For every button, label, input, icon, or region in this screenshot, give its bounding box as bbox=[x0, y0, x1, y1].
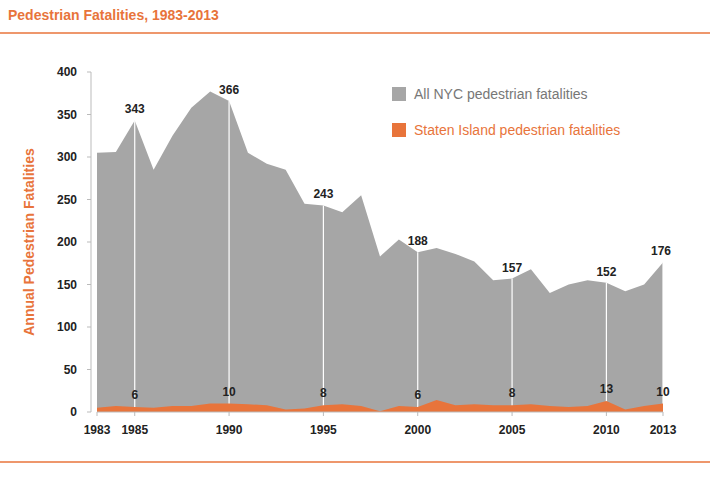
x-tick bbox=[417, 412, 418, 416]
x-tick-label: 1985 bbox=[121, 423, 148, 437]
data-label: 8 bbox=[320, 386, 327, 400]
y-tick-label: 350 bbox=[57, 108, 77, 122]
x-tick-label: 1995 bbox=[310, 423, 337, 437]
data-label: 366 bbox=[219, 83, 239, 97]
area bbox=[97, 400, 663, 412]
guide-line bbox=[134, 120, 135, 412]
x-tick bbox=[229, 412, 230, 416]
data-label: 6 bbox=[414, 388, 421, 402]
data-label: 13 bbox=[600, 382, 614, 396]
x-tick bbox=[663, 412, 664, 416]
x-tick-label: 2005 bbox=[499, 423, 526, 437]
y-tick bbox=[87, 284, 91, 285]
data-label: 188 bbox=[408, 234, 428, 248]
data-label: 6 bbox=[131, 388, 138, 402]
title: Pedestrian Fatalities, 1983-2013 bbox=[8, 7, 219, 23]
y-tick-label: 150 bbox=[57, 278, 77, 292]
x-tick-label: 2010 bbox=[593, 423, 620, 437]
data-label: 243 bbox=[313, 187, 333, 201]
y-tick-label: 300 bbox=[57, 150, 77, 164]
data-label: 152 bbox=[596, 265, 616, 279]
data-label: 343 bbox=[125, 102, 145, 116]
x-tick bbox=[323, 412, 324, 416]
y-tick bbox=[87, 114, 91, 115]
x-tick-label: 1990 bbox=[216, 423, 243, 437]
x-tick bbox=[606, 412, 607, 416]
y-tick-label: 50 bbox=[64, 363, 78, 377]
plot-area bbox=[97, 92, 663, 412]
x-axis bbox=[97, 412, 663, 413]
bottom-rule bbox=[0, 461, 710, 463]
legend-swatch bbox=[392, 87, 406, 101]
guide-line bbox=[323, 205, 324, 412]
y-tick bbox=[87, 242, 91, 243]
y-tick bbox=[87, 327, 91, 328]
y-axis-label: Annual Pedestrian Fatalities bbox=[21, 148, 37, 336]
x-tick bbox=[97, 412, 98, 416]
y-tick-label: 0 bbox=[70, 405, 77, 419]
data-label: 8 bbox=[509, 386, 516, 400]
chart: Pedestrian Fatalities, 1983-2013 Annual P… bbox=[0, 0, 710, 480]
y-tick-label: 400 bbox=[57, 65, 77, 79]
x-tick-label: 2013 bbox=[650, 423, 677, 437]
data-label: 10 bbox=[656, 385, 670, 399]
title-rule bbox=[0, 32, 710, 34]
x-tick-label: 2000 bbox=[404, 423, 431, 437]
area bbox=[97, 92, 663, 412]
x-tick bbox=[134, 412, 135, 416]
data-label: 176 bbox=[651, 244, 671, 258]
y-tick bbox=[87, 369, 91, 370]
x-tick-label: 1983 bbox=[84, 423, 111, 437]
data-label: 157 bbox=[502, 261, 522, 275]
y-tick bbox=[87, 199, 91, 200]
legend-label: All NYC pedestrian fatalities bbox=[414, 86, 588, 102]
y-tick-label: 100 bbox=[57, 320, 77, 334]
y-tick bbox=[87, 157, 91, 158]
data-label: 10 bbox=[222, 385, 236, 399]
legend-label: Staten Island pedestrian fatalities bbox=[414, 122, 620, 138]
y-tick-label: 200 bbox=[57, 235, 77, 249]
y-tick bbox=[87, 72, 91, 73]
y-tick-label: 250 bbox=[57, 193, 77, 207]
x-tick bbox=[512, 412, 513, 416]
y-tick bbox=[87, 412, 91, 413]
legend-swatch bbox=[392, 123, 406, 137]
guide-line bbox=[228, 101, 229, 412]
